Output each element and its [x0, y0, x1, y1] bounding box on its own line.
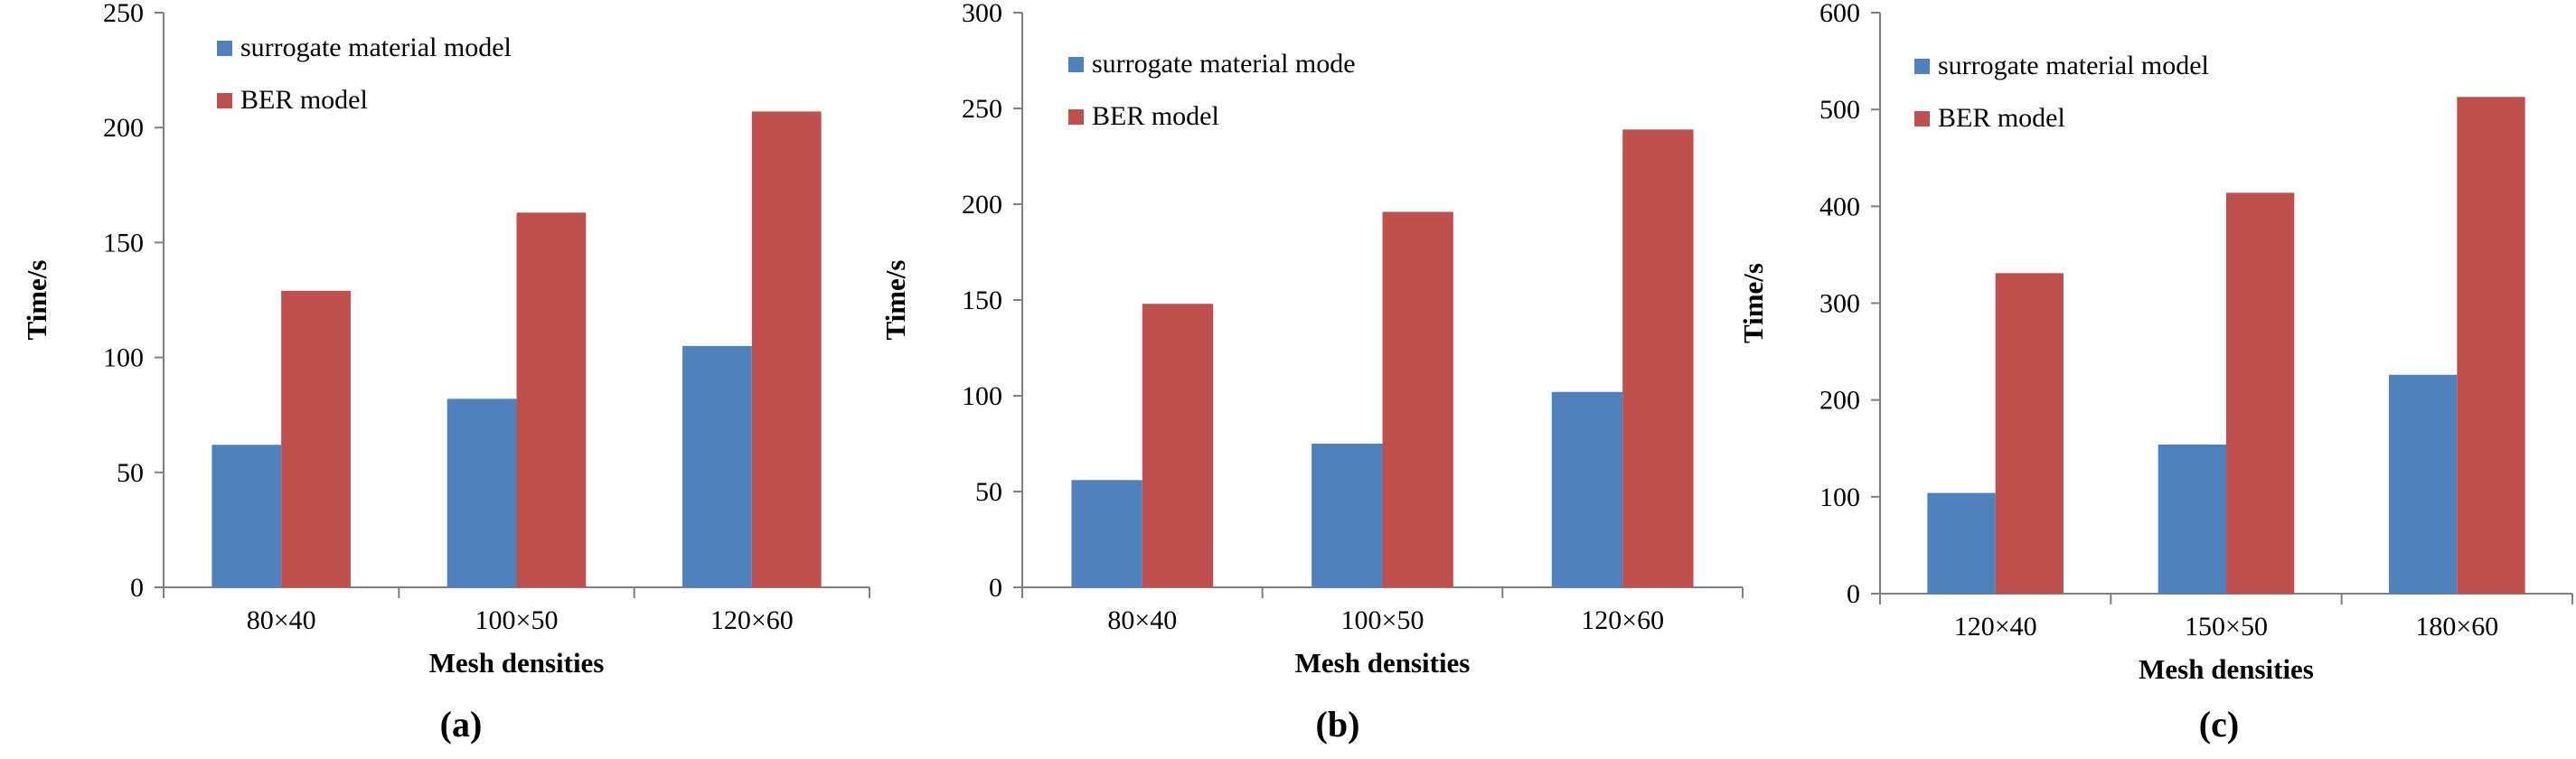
y-tick-label: 200 [1819, 386, 1860, 416]
x-tick-label: 80×40 [247, 605, 316, 635]
y-tick-label: 100 [962, 381, 1002, 411]
bar-ber-3 [2457, 97, 2525, 595]
x-tick-label: 120×60 [710, 605, 794, 635]
bar-ber-3 [1622, 129, 1694, 587]
x-axis-title: Mesh densities [2139, 653, 2314, 685]
panel-label: (c) [2199, 704, 2239, 745]
x-tick-label: 100×50 [475, 605, 559, 635]
x-tick-label: 80×40 [1107, 605, 1177, 635]
y-tick-label: 50 [117, 458, 144, 488]
x-tick-label: 180×60 [2415, 612, 2498, 642]
x-tick-label: 120×60 [1581, 605, 1664, 635]
y-tick-label: 250 [103, 0, 144, 28]
bar-ber-1 [1995, 273, 2064, 594]
y-tick-label: 0 [989, 573, 1002, 603]
x-tick-label: 100×50 [1341, 605, 1424, 635]
chart-panel-2: 0 50 100 150 200 250 300 80×40 100×50 120×60 Time/… [879, 0, 1744, 745]
panel-label: (a) [440, 704, 483, 745]
y-tick-label: 200 [962, 190, 1002, 220]
bar-surrogate-2 [1312, 444, 1383, 587]
y-tick-label: 400 [1819, 192, 1860, 221]
x-axis-title: Mesh densities [1295, 647, 1471, 679]
y-tick-label: 300 [962, 0, 1002, 28]
y-tick-label: 100 [103, 343, 144, 373]
y-tick-label: 250 [962, 94, 1002, 124]
x-tick-label: 120×40 [1954, 612, 2037, 642]
legend-label-ber: BER model [1938, 103, 2065, 133]
legend-swatch-ber [1068, 109, 1084, 125]
bar-ber-2 [516, 212, 587, 587]
legend-swatch-surrogate [1068, 57, 1084, 72]
bar-surrogate-2 [447, 398, 517, 587]
x-axis-title: Mesh densities [429, 647, 605, 679]
bar-surrogate-1 [1927, 492, 1996, 594]
legend-label-surrogate: surrogate material mode [1092, 49, 1356, 79]
y-tick-label: 500 [1819, 95, 1860, 125]
y-tick-label: 600 [1819, 0, 1860, 28]
bar-surrogate-3 [1551, 391, 1623, 587]
y-tick-label: 300 [1819, 289, 1860, 319]
bar-ber-1 [281, 290, 351, 587]
bar-surrogate-3 [682, 345, 752, 587]
legend-label-surrogate: surrogate material model [1938, 51, 2209, 80]
legend-swatch-surrogate [1914, 59, 1930, 74]
x-tick-label: 150×50 [2185, 612, 2268, 642]
y-tick-label: 0 [1847, 579, 1860, 609]
y-tick-label: 200 [103, 113, 144, 143]
chart-panel-3: 0 100 200 300 400 500 600 120×40 150×50 180×60 Tim… [1737, 0, 2573, 745]
y-tick-label: 0 [130, 573, 144, 603]
panel-label: (b) [1316, 704, 1360, 745]
bar-surrogate-2 [2158, 444, 2226, 594]
legend-label-ber: BER model [1092, 101, 1219, 131]
bar-ber-2 [1382, 211, 1453, 588]
legend-swatch-ber [217, 93, 232, 108]
legend-label-surrogate: surrogate material model [240, 33, 512, 62]
legend-label-ber: BER model [240, 85, 368, 115]
bar-surrogate-3 [2389, 374, 2458, 594]
y-tick-label: 150 [962, 286, 1002, 315]
chart-panel-1: 0 50 100 150 200 250 80×40 100×50 120×60 Time/s Me… [21, 0, 870, 745]
bar-ber-2 [2226, 192, 2295, 594]
y-tick-label: 100 [1819, 483, 1860, 512]
y-axis-title: Time/s [1737, 263, 1769, 343]
bar-surrogate-1 [212, 445, 282, 587]
bar-surrogate-1 [1071, 480, 1142, 587]
legend-swatch-ber [1914, 111, 1930, 126]
y-axis-title: Time/s [879, 260, 911, 341]
y-axis-title: Time/s [21, 260, 52, 341]
bar-ber-1 [1142, 304, 1214, 587]
bar-ber-3 [751, 111, 822, 588]
y-tick-label: 50 [975, 477, 1002, 507]
legend-swatch-surrogate [217, 41, 232, 56]
y-tick-label: 150 [103, 228, 144, 258]
